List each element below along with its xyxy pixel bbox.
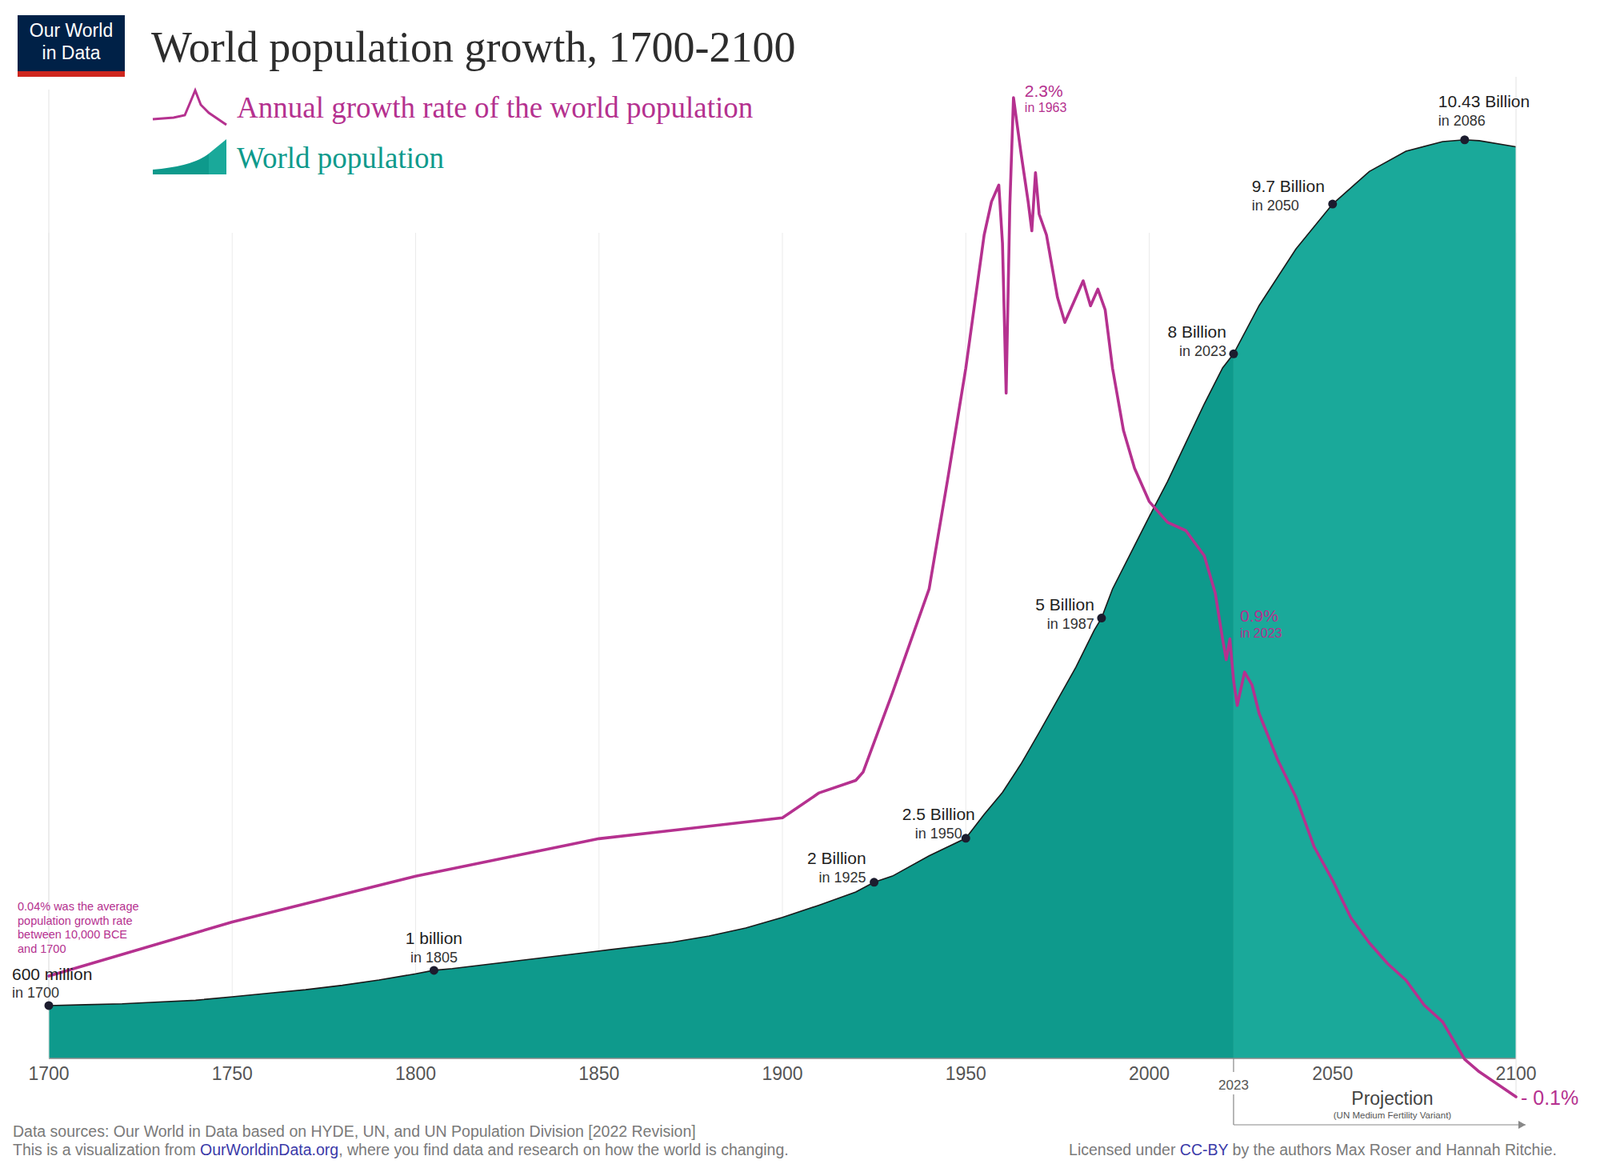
x-tick-label: 1700 [28,1063,69,1084]
x-tick-label: 2050 [1312,1063,1353,1084]
footer-link: OurWorldinData.org [200,1140,339,1159]
logo: Our Worldin Data [17,15,125,77]
projection-tick [1232,1094,1234,1125]
annotation-dot [1328,200,1337,209]
title: World population growth, 1700-2100 [151,23,796,72]
note-text: and 1700 [17,942,66,956]
footer-text: This is a visualization from [12,1140,200,1159]
logo-text: Our World [29,20,113,41]
area-projection [1233,140,1516,1059]
growth-line [48,97,1516,1097]
footer-link: CC-BY [1180,1140,1229,1159]
annotation-label: 2.3% [1024,81,1064,100]
annotation-label: 0.9% [1240,606,1279,625]
annotation-dot [961,833,971,843]
logo-stripe [17,71,125,77]
legend-icon [152,90,227,125]
footer-visualization: This is a visualization from OurWorldinD… [12,1140,789,1159]
x-tick-label: 1800 [395,1063,436,1084]
footer-sources: Data sources: Our World in Data based on… [12,1122,696,1140]
annotation-sublabel: in 2050 [1252,197,1300,214]
annotation-label: 2 Billion [807,848,867,868]
legend-icon [208,139,227,175]
annotation-sublabel: in 1987 [1047,616,1095,632]
x-tick-label: 1950 [945,1063,987,1084]
page: World population growth html, body { mar… [0,0,1600,1172]
projection-arrowhead [1518,1120,1526,1129]
footer-text: Licensed under [1068,1140,1180,1159]
footer-text: by the authors Max Roser and Hannah Ritc… [1228,1140,1557,1159]
x-tick-label: 2100 [1495,1063,1536,1084]
area-outline [48,140,1516,1006]
logo-text: in Data [42,42,101,64]
annotation-sublabel: in 1925 [819,869,867,886]
grid-line [232,232,233,1059]
annotation-dot [44,1000,54,1010]
y2-axis-line [1516,76,1517,1097]
legend-label: World population [236,141,444,175]
annotations: 600 millionin 1700 1 billionin 1805 2 Bill… [12,81,1579,1109]
page-body: {"chart_data": { "type": "area", "title"… [0,0,1600,1172]
annotation-sublabel: in 1950 [915,825,963,842]
projection-sublabel: (UN Medium Fertility Variant) [1333,1110,1452,1120]
x-axis-line [48,1057,1516,1060]
projection-arrow [1233,1124,1526,1125]
x-tick-label: 1750 [212,1063,253,1084]
annotation-dot [429,965,439,975]
note-text: 0.04% was the average [17,900,140,913]
logo-box [17,15,125,77]
annotation-label: 8 Billion [1167,322,1227,341]
annotation-sublabel: in 1963 [1024,100,1068,115]
footer-text: , where you find data and research on ho… [338,1140,789,1159]
annotation-sublabel: in 1805 [410,949,458,966]
background [0,0,1600,1172]
annotation-label: 5 Billion [1035,595,1095,614]
y-axis-line [48,89,50,1059]
annotation-label: 2.5 Billion [902,804,976,824]
annotation-label: 1 billion [405,928,463,948]
projection-year: 2023 [1218,1077,1249,1093]
annotation-sublabel: in 2023 [1240,626,1283,640]
annotation-dot [869,877,879,887]
annotation-sublabel: in 2086 [1438,112,1486,129]
footer-license: Licensed under CC-BY by the authors Max … [1068,1140,1557,1159]
annotation-label: - 0.1% [1520,1086,1579,1109]
grid-line [598,232,600,1059]
chart-svg: Our Worldin Data World population growth,… [0,0,1600,1172]
annotation-sublabel: in 2023 [1179,343,1227,360]
annotation-label: 9.7 Billion [1252,176,1325,196]
area-historical [48,353,1234,1059]
annotation-sublabel: in 1700 [12,984,60,1001]
area-group [48,140,1516,1059]
annotation-dot [1096,613,1106,623]
annotation-label: 10.43 Billion [1438,92,1530,111]
legend: Annual growth rate of the world populati… [152,90,753,175]
x-tick-label: 1900 [761,1063,803,1084]
x-tick-label: 1850 [578,1063,620,1084]
annotation-dot [1460,135,1469,144]
projection-tick [1232,1058,1234,1072]
note-text: between 10,000 BCE [17,928,128,941]
projection: 2023 Projection(UN Medium Fertility Varia… [1218,1058,1526,1129]
projection-label: Projection [1351,1088,1433,1109]
legend-label: Annual growth rate of the world populati… [236,91,753,124]
legend-icon [152,153,209,175]
note-text: population growth rate [17,914,133,928]
annotation-dot [1228,349,1238,359]
annotation-label: 600 million [12,964,92,984]
line-group [48,97,1516,1097]
x-tick-label: 2000 [1128,1063,1170,1084]
